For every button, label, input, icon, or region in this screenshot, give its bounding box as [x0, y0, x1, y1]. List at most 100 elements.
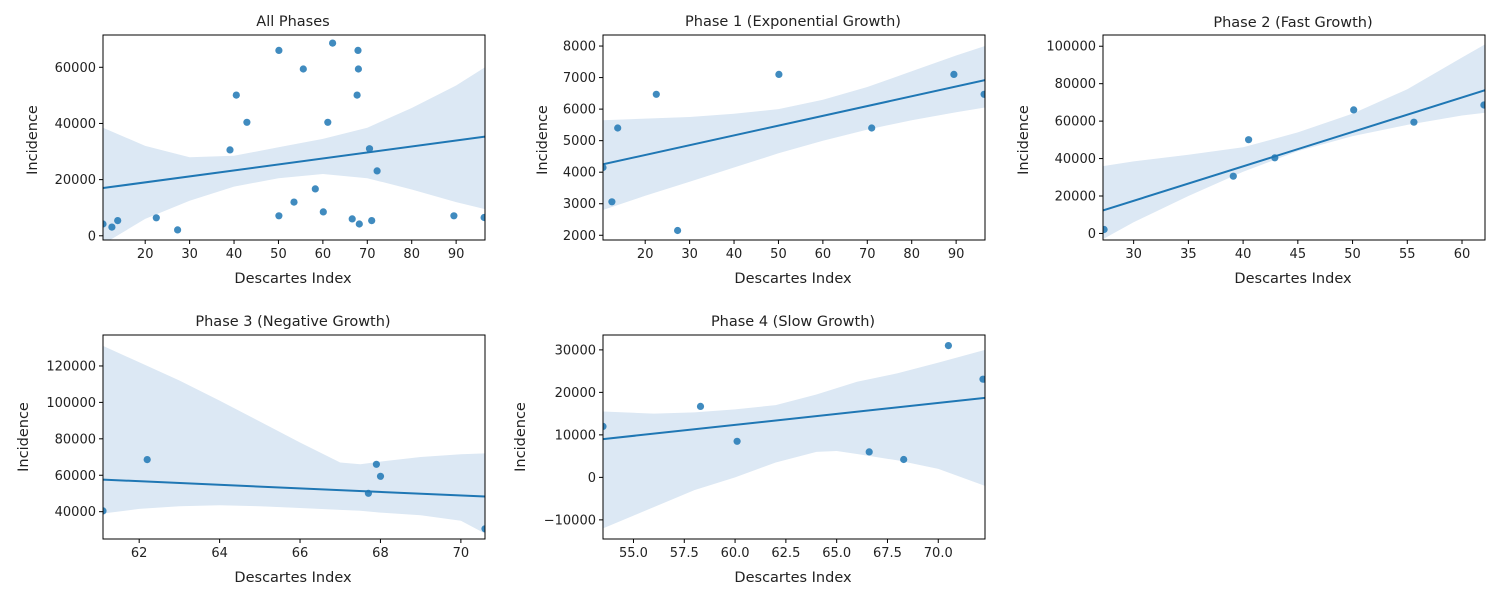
x-tick-label: 68	[372, 546, 389, 561]
data-point	[733, 437, 741, 445]
axes-frame	[1102, 34, 1486, 241]
subplot-phase-4: Phase 4 (Slow Growth) Descartes Index In…	[513, 314, 875, 586]
x-tick-label: 80	[403, 247, 420, 262]
y-tick-label: 40000	[55, 505, 96, 520]
x-tick-label: 40	[226, 247, 243, 262]
x-tick-label: 60.0	[721, 546, 750, 561]
subplot-title: Phase 2 (Fast Growth)	[1213, 15, 1372, 31]
y-tick-label: 6000	[563, 103, 596, 118]
data-point	[900, 455, 908, 464]
subplot-phase-2: Phase 2 (Fast Growth) Descartes Index In…	[1016, 15, 1373, 287]
plot-area-3: 62 64 66 68 70 40000 60000 80000 100000 120000	[46, 334, 486, 561]
y-tick-label: 0	[88, 229, 96, 244]
y-axis-label: Incidence	[25, 105, 41, 175]
data-point	[652, 90, 660, 98]
y-tick-label: 0	[588, 471, 596, 486]
x-tick-label: 35	[1180, 247, 1197, 262]
plot-contents	[1103, 44, 1485, 240]
data-point	[319, 208, 327, 216]
data-point	[1229, 172, 1237, 180]
y-tick-label: 120000	[46, 359, 96, 374]
axes-frame	[102, 334, 486, 540]
data-point	[450, 212, 458, 220]
x-tick-label: 60	[1454, 247, 1471, 262]
x-tick-label: 70.0	[924, 546, 953, 561]
x-tick-label: 90	[948, 247, 965, 262]
data-point	[355, 220, 363, 228]
data-point	[114, 217, 122, 225]
data-point	[614, 124, 622, 132]
regression-line	[1103, 89, 1485, 212]
y-tick-label: 0	[1088, 227, 1096, 242]
data-point	[353, 91, 361, 99]
data-point	[243, 118, 251, 126]
data-point	[348, 215, 356, 223]
data-point	[775, 70, 783, 78]
data-point	[1103, 225, 1108, 234]
plot-area-4: 55.0 57.5 60.0 62.5 65.0 67.5 70.0 −10000 0 10000…	[544, 334, 986, 561]
y-tick-label: 40000	[55, 117, 96, 132]
data-point	[865, 448, 873, 456]
x-tick-label: 30	[681, 247, 698, 262]
subplot-all-phases: All Phases Descartes Index Incidence	[25, 14, 352, 287]
y-tick-label: 10000	[555, 428, 596, 443]
regression-line	[103, 478, 485, 498]
data-point	[368, 217, 376, 225]
x-tick-label: 20	[137, 247, 154, 262]
x-tick-label: 62.5	[771, 546, 800, 561]
y-tick-label: 80000	[1055, 77, 1096, 92]
y-tick-label: 5000	[563, 134, 596, 149]
data-point	[868, 124, 876, 132]
subplot-title: Phase 3 (Negative Growth)	[195, 314, 390, 330]
data-point	[329, 39, 337, 47]
data-point	[376, 472, 385, 480]
data-point	[1245, 136, 1253, 144]
x-tick-label: 50	[270, 247, 287, 262]
regression-line	[103, 135, 485, 190]
y-tick-label: 60000	[55, 61, 96, 76]
data-point	[696, 402, 705, 410]
plot-contents	[103, 39, 485, 240]
data-point	[108, 223, 116, 231]
y-tick-label: 2000	[563, 229, 596, 244]
subplot-phase-1: Phase 1 (Exponential Growth) Descartes I…	[535, 14, 901, 287]
confidence-band	[103, 67, 485, 240]
x-tick-label: 66	[292, 546, 309, 561]
data-point	[1350, 106, 1358, 114]
y-axis-label: Incidence	[16, 402, 32, 472]
data-point	[275, 46, 283, 55]
data-point	[103, 220, 107, 228]
data-point	[299, 65, 307, 73]
confidence-band	[103, 345, 485, 534]
y-tick-label: 4000	[563, 166, 596, 181]
y-tick-label: −10000	[544, 513, 596, 528]
x-tick-label: 67.5	[873, 546, 902, 561]
axes-frame	[602, 334, 986, 540]
x-tick-label: 65.0	[822, 546, 851, 561]
data-point	[950, 70, 958, 78]
data-point	[103, 507, 107, 515]
x-tick-label: 30	[1125, 247, 1142, 262]
data-point	[365, 145, 374, 153]
y-tick-label: 30000	[555, 343, 596, 358]
y-tick-label: 80000	[55, 432, 96, 447]
x-axis-label: Descartes Index	[234, 271, 352, 287]
subplot-title: Phase 1 (Exponential Growth)	[685, 14, 901, 30]
x-tick-label: 55	[1399, 247, 1416, 262]
x-tick-label: 40	[726, 247, 743, 262]
data-point	[980, 90, 985, 98]
y-tick-label: 3000	[563, 197, 596, 212]
x-tick-label: 64	[211, 546, 228, 561]
data-point	[152, 214, 160, 222]
y-tick-label: 60000	[1055, 115, 1096, 130]
y-tick-label: 7000	[563, 71, 596, 86]
y-tick-label: 8000	[563, 40, 596, 55]
data-point	[481, 525, 485, 533]
x-tick-label: 45	[1290, 247, 1307, 262]
axes-frame	[102, 34, 486, 241]
data-point	[290, 198, 298, 206]
y-axis-label: Incidence	[1016, 105, 1032, 175]
y-tick-label: 40000	[1055, 152, 1096, 167]
plot-contents	[603, 342, 985, 529]
